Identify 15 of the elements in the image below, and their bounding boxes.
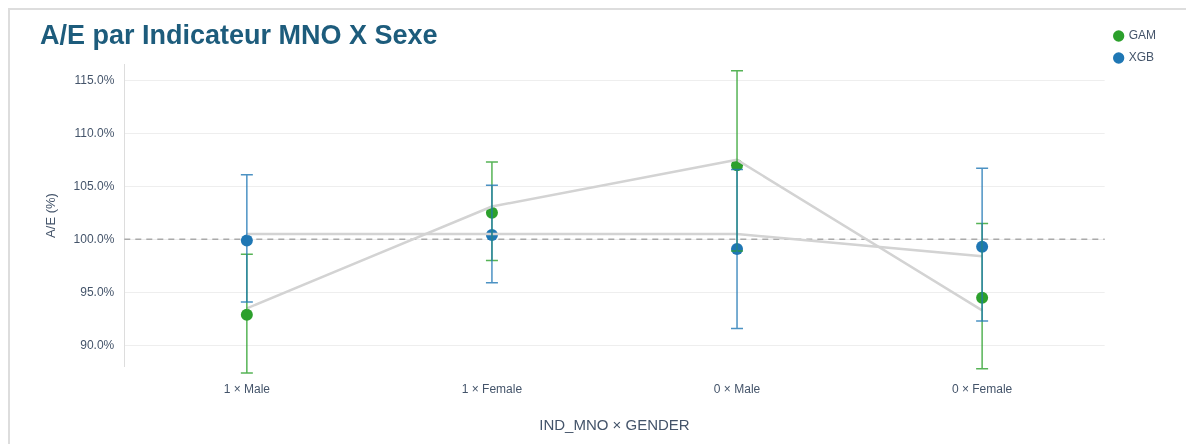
x-axis-title: IND_MNO × GENDER — [539, 416, 690, 434]
y-axis-title: A/E (%) — [43, 193, 59, 238]
legend-label: GAM — [1128, 28, 1157, 43]
legend-label: XGB — [1128, 50, 1155, 65]
x-tick-label: 0 × Female — [951, 382, 1013, 397]
y-tick-label: 105.0% — [73, 178, 115, 193]
x-tick-label: 0 × Male — [713, 382, 761, 397]
chart-title: A/E par Indicateur MNO X Sexe — [40, 19, 438, 50]
y-tick-label: 95.0% — [80, 284, 115, 299]
x-tick-label: 1 × Male — [223, 382, 271, 397]
y-tick-label: 100.0% — [73, 231, 115, 246]
y-tick-label: 115.0% — [74, 72, 115, 87]
x-tick-label: 1 × Female — [461, 382, 523, 397]
y-tick-label: 90.0% — [80, 337, 115, 352]
y-tick-label: 110.0% — [74, 125, 115, 140]
